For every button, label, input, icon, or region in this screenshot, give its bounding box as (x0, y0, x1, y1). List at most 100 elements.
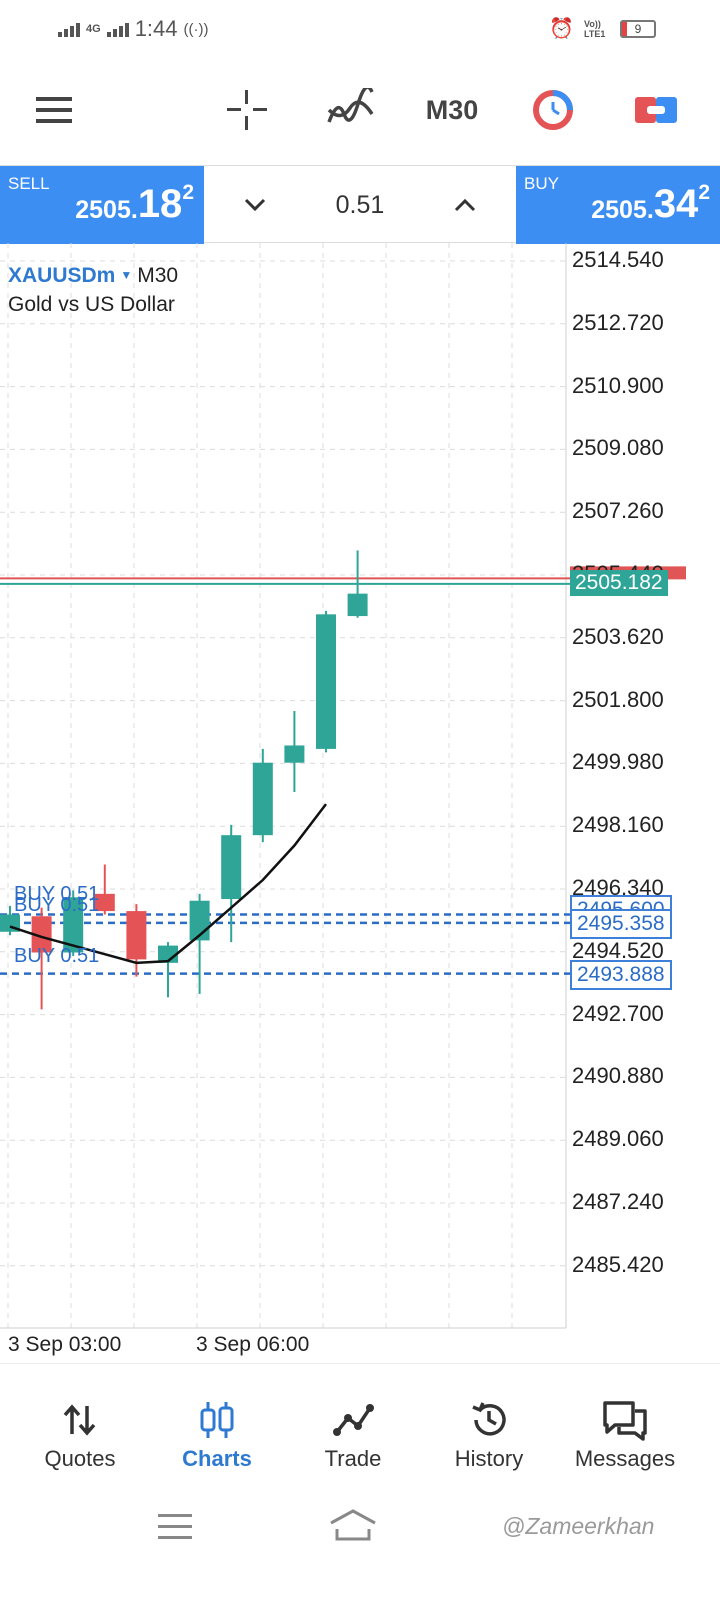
nav-trade-label: Trade (324, 1446, 382, 1471)
menu-button[interactable] (30, 82, 80, 138)
volume-decrease-button[interactable] (235, 185, 275, 225)
hamburger-icon (36, 97, 72, 123)
crosshair-icon (227, 90, 267, 130)
buy-price-big: 34 (653, 182, 699, 226)
trade-panel-icon (635, 97, 677, 123)
symbol-name[interactable]: XAUUSDm (8, 264, 116, 287)
symbol-dropdown-icon[interactable]: ▼ (120, 268, 133, 282)
nav-messages-label: Messages (574, 1446, 676, 1471)
time-label: 3 Sep 06:00 (196, 1333, 310, 1356)
sell-label: SELL (8, 174, 50, 193)
bid-price-tag: 2505.182 (570, 570, 668, 596)
sell-price-main: 2505. (75, 196, 138, 224)
system-navigation-bar: @Zameerkhan (0, 1493, 720, 1600)
timeframe-button[interactable]: M30 (418, 82, 486, 138)
quotes-icon (8, 1398, 152, 1442)
network-type: 4G (86, 23, 101, 35)
volume-input[interactable]: 0.51 (335, 190, 385, 219)
bullish-candle (221, 835, 242, 900)
messages-icon (553, 1398, 697, 1442)
nav-history[interactable]: History (417, 1392, 561, 1482)
history-icon (417, 1398, 561, 1442)
nav-history-label: History (454, 1446, 524, 1471)
bearish-candle (94, 893, 115, 912)
symbol-description: Gold vs US Dollar (8, 293, 175, 316)
nav-quotes[interactable]: Quotes (8, 1392, 152, 1482)
bullish-candle (316, 614, 336, 749)
bottom-navigation: Quotes Charts Trade History Messages (0, 1363, 720, 1493)
objects-button[interactable] (528, 82, 578, 138)
volume-increase-button[interactable] (445, 185, 485, 225)
buy-price-sup: 2 (698, 181, 710, 204)
price-scale-label: 2514.540 (572, 247, 664, 272)
home-button[interactable] (328, 1509, 378, 1548)
price-scale-label: 2489.060 (572, 1126, 664, 1152)
status-time: 1:44 (134, 16, 178, 41)
chevron-up-icon (455, 198, 476, 212)
volume-control: 0.51 (204, 166, 516, 244)
sell-button[interactable]: SELL 2505. 18 2 (0, 166, 204, 244)
price-scale-label: 2494.520 (572, 937, 664, 963)
nav-charts-label: Charts (182, 1446, 252, 1471)
price-scale-label: 2507.260 (572, 498, 664, 524)
chevron-down-icon (244, 198, 265, 212)
price-chart[interactable] (0, 243, 720, 1363)
menu-lines-icon (158, 1514, 192, 1539)
price-scale-label: 2512.720 (572, 309, 664, 335)
price-scale-label: 2509.080 (572, 435, 664, 461)
price-scale-label: 2510.900 (572, 372, 664, 398)
price-scale-label: 2499.980 (572, 749, 664, 775)
chart-area[interactable]: XAUUSDm ▼ M30 Gold vs US Dollar 2514.540… (0, 243, 720, 1363)
trade-label[interactable]: BUY 0.51 (14, 945, 100, 967)
trade-icon (281, 1398, 425, 1442)
signal-icon (58, 21, 80, 37)
sell-price-big: 18 (137, 182, 183, 226)
buy-price: 2505. 34 2 (591, 181, 710, 226)
nav-messages[interactable]: Messages (553, 1392, 697, 1482)
nav-trade[interactable]: Trade (281, 1392, 425, 1482)
price-scale-label: 2492.700 (572, 1000, 664, 1026)
status-right: ⏰ Vo)) LTE1 9 (549, 16, 656, 41)
battery-level: 9 (634, 21, 642, 36)
buy-button[interactable]: BUY 2505. 34 2 (516, 166, 720, 244)
chart-toolbar: M30 (0, 60, 720, 164)
indicators-button[interactable] (323, 82, 379, 138)
bullish-candle (252, 762, 273, 836)
status-left: 4G 1:44 ((·)) (58, 16, 209, 42)
order-price-tag: 2495.358 (570, 909, 672, 939)
bullish-candle (284, 745, 305, 763)
buy-price-main: 2505. (591, 196, 654, 224)
buy-label: BUY (524, 174, 559, 193)
recent-apps-button[interactable] (158, 1513, 194, 1546)
nav-charts[interactable]: Charts (145, 1392, 289, 1482)
charts-icon (145, 1398, 289, 1442)
order-price-tag: 2493.888 (570, 960, 672, 990)
trade-label[interactable]: BUY 0.51 (14, 894, 100, 916)
trade-panel-button[interactable] (632, 82, 680, 138)
crosshair-button[interactable] (222, 82, 272, 138)
price-scale-label: 2485.420 (572, 1251, 664, 1277)
hotspot-icon: ((·)) (183, 20, 209, 38)
trade-label[interactable]: BUY 0.51 (14, 883, 100, 905)
bullish-candle (347, 593, 368, 617)
price-scale-label: 2498.160 (572, 812, 664, 838)
alarm-icon: ⏰ (549, 18, 574, 40)
status-bar: 4G 1:44 ((·)) ⏰ Vo)) LTE1 9 (0, 0, 720, 60)
signal-2-icon (106, 21, 129, 37)
price-scale-label: 2501.800 (572, 686, 664, 712)
volte-indicator: Vo)) LTE1 (584, 18, 606, 39)
symbol-line[interactable]: XAUUSDm ▼ M30 (8, 261, 178, 290)
bearish-candle (126, 911, 147, 960)
nav-quotes-label: Quotes (44, 1446, 116, 1471)
home-icon (330, 1509, 376, 1541)
battery-icon: 9 (620, 19, 656, 38)
sell-price-sup: 2 (182, 181, 194, 204)
one-click-trading-panel: SELL 2505. 18 2 0.51 BUY 2505. 34 2 (0, 165, 720, 244)
timeframe-label: M30 (425, 94, 479, 125)
sell-price: 2505. 18 2 (75, 181, 194, 226)
clock-chart-icon (533, 90, 573, 130)
watermark: @Zameerkhan (502, 1513, 655, 1539)
price-scale-label: 2487.240 (572, 1189, 664, 1214)
moving-average-line (9, 803, 327, 965)
symbol-info: XAUUSDm ▼ M30 Gold vs US Dollar (8, 261, 178, 319)
